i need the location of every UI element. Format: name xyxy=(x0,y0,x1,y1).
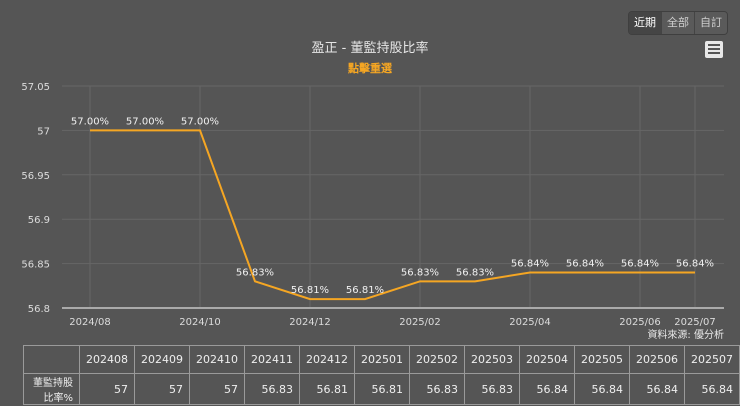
table-cell: 56.84 xyxy=(574,373,630,405)
table-header-cell: 202408 xyxy=(79,345,135,374)
table-header-cell: 202412 xyxy=(299,345,355,374)
series-line xyxy=(90,129,695,301)
table-cell: 56.84 xyxy=(519,373,575,405)
data-point-label: 57.00% xyxy=(71,116,109,127)
table-cell: 56.83 xyxy=(464,373,520,405)
table-header-cell: 202411 xyxy=(244,345,300,374)
data-point-label: 56.83% xyxy=(401,267,439,278)
table-header-row: 202408 202409 202410 202411 202412 202501 2025… xyxy=(23,345,740,374)
reselect-link[interactable]: 點擊重選 xyxy=(348,62,392,75)
y-axis: 56.8 56.85 56.9 56.95 57 57.05 xyxy=(21,82,50,315)
range-all-button[interactable]: 全部 xyxy=(661,12,694,34)
table-cell: 56.83 xyxy=(409,373,465,405)
x-tick-label: 2024/10 xyxy=(179,317,221,328)
x-tick-label: 2025/02 xyxy=(399,317,441,328)
data-point-label: 56.84% xyxy=(621,258,659,269)
table-cell: 56.83 xyxy=(244,373,300,405)
data-point-label: 56.81% xyxy=(346,285,384,296)
table-cell: 56.81 xyxy=(299,373,355,405)
table-row-label: 董監持股比率% xyxy=(23,373,80,405)
x-tick-label: 2025/07 xyxy=(674,317,716,328)
table-header-cell: 202501 xyxy=(354,345,410,374)
range-recent-button[interactable]: 近期 xyxy=(629,12,661,34)
table-header-cell: 202410 xyxy=(189,345,245,374)
table-row: 董監持股比率% 57 57 57 56.83 56.81 56.81 56.83 56.83 56… xyxy=(23,373,740,405)
x-axis: 2024/08 2024/10 2024/12 2025/02 2025/04 2025/… xyxy=(62,307,724,328)
data-point-label: 56.81% xyxy=(291,285,329,296)
x-tick-label: 2024/12 xyxy=(289,317,331,328)
line-chart: 56.8 56.85 56.9 56.95 57 57.05 2024/08 2024/10… xyxy=(21,82,724,328)
chart-title: 盈正 - 董監持股比率 xyxy=(311,41,429,56)
range-custom-button[interactable]: 自訂 xyxy=(694,12,727,34)
data-source-credit: 資料來源: 優分析 xyxy=(647,330,724,341)
table-header-cell: 202505 xyxy=(574,345,630,374)
data-point-label: 56.84% xyxy=(676,258,714,269)
y-tick-label: 56.9 xyxy=(28,215,50,226)
data-point-label: 56.84% xyxy=(511,258,549,269)
range-button-group: 近期 全部 自訂 xyxy=(628,11,728,35)
x-tick-label: 2024/08 xyxy=(69,317,111,328)
table-header-cell: 202504 xyxy=(519,345,575,374)
table-cell: 57 xyxy=(189,373,245,405)
data-point-label: 57.00% xyxy=(181,116,219,127)
table-cell: 56.84 xyxy=(684,373,740,405)
y-tick-label: 56.85 xyxy=(21,260,50,271)
y-tick-label: 57.05 xyxy=(21,82,50,93)
data-table: 202408 202409 202410 202411 202412 202501 2025… xyxy=(23,345,740,405)
table-header-cell: 202506 xyxy=(629,345,685,374)
table-cell: 56.84 xyxy=(629,373,685,405)
table-corner-cell xyxy=(23,345,80,374)
table-header-cell: 202502 xyxy=(409,345,465,374)
data-point-label: 56.83% xyxy=(456,267,494,278)
data-point-label: 56.83% xyxy=(236,267,274,278)
table-header-cell: 202409 xyxy=(134,345,190,374)
table-cell: 57 xyxy=(79,373,135,405)
table-cell: 57 xyxy=(134,373,190,405)
data-point-label: 57.00% xyxy=(126,116,164,127)
table-header-cell: 202507 xyxy=(684,345,740,374)
data-labels: 57.00% 57.00% 57.00% 56.83% 56.81% 56.81% 56.8… xyxy=(71,116,714,296)
y-tick-label: 57 xyxy=(37,126,50,137)
y-tick-label: 56.8 xyxy=(28,304,50,315)
x-tick-label: 2025/06 xyxy=(619,317,661,328)
y-tick-label: 56.95 xyxy=(21,171,50,182)
table-header-cell: 202503 xyxy=(464,345,520,374)
table-cell: 56.81 xyxy=(354,373,410,405)
data-point-label: 56.84% xyxy=(566,258,604,269)
x-tick-label: 2025/04 xyxy=(509,317,551,328)
hamburger-menu-icon[interactable] xyxy=(705,41,723,58)
